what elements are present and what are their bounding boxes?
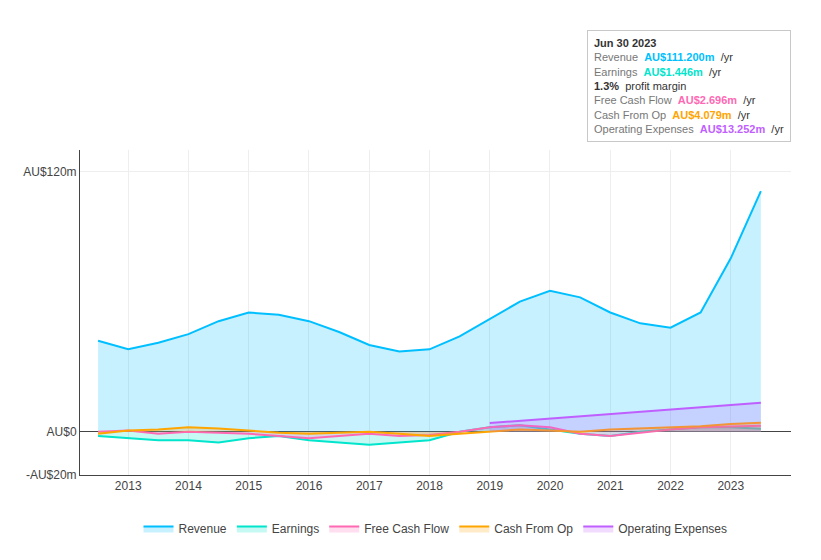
- svg-text:2015: 2015: [235, 479, 262, 493]
- svg-text:Revenue: Revenue: [179, 522, 227, 536]
- svg-text:2023: 2023: [717, 479, 744, 493]
- svg-text:2020: 2020: [537, 479, 564, 493]
- svg-text:2022: 2022: [657, 479, 684, 493]
- svg-text:2018: 2018: [416, 479, 443, 493]
- svg-text:2021: 2021: [597, 479, 624, 493]
- svg-text:2017: 2017: [356, 479, 383, 493]
- svg-text:-AU$20m: -AU$20m: [26, 468, 77, 482]
- svg-text:2014: 2014: [175, 479, 202, 493]
- svg-text:Free Cash Flow: Free Cash Flow: [364, 522, 449, 536]
- svg-text:Operating Expenses: Operating Expenses: [618, 522, 727, 536]
- svg-text:2013: 2013: [115, 479, 142, 493]
- svg-text:AU$120m: AU$120m: [23, 165, 76, 179]
- svg-text:Cash From Op: Cash From Op: [494, 522, 573, 536]
- svg-text:AU$0: AU$0: [47, 425, 77, 439]
- svg-text:2019: 2019: [476, 479, 503, 493]
- svg-text:2016: 2016: [296, 479, 323, 493]
- svg-text:Jun 30 2023Revenue AU$111.200: Jun 30 2023Revenue AU$111.200m /yrEarnin…: [594, 37, 784, 135]
- svg-text:Earnings: Earnings: [272, 522, 319, 536]
